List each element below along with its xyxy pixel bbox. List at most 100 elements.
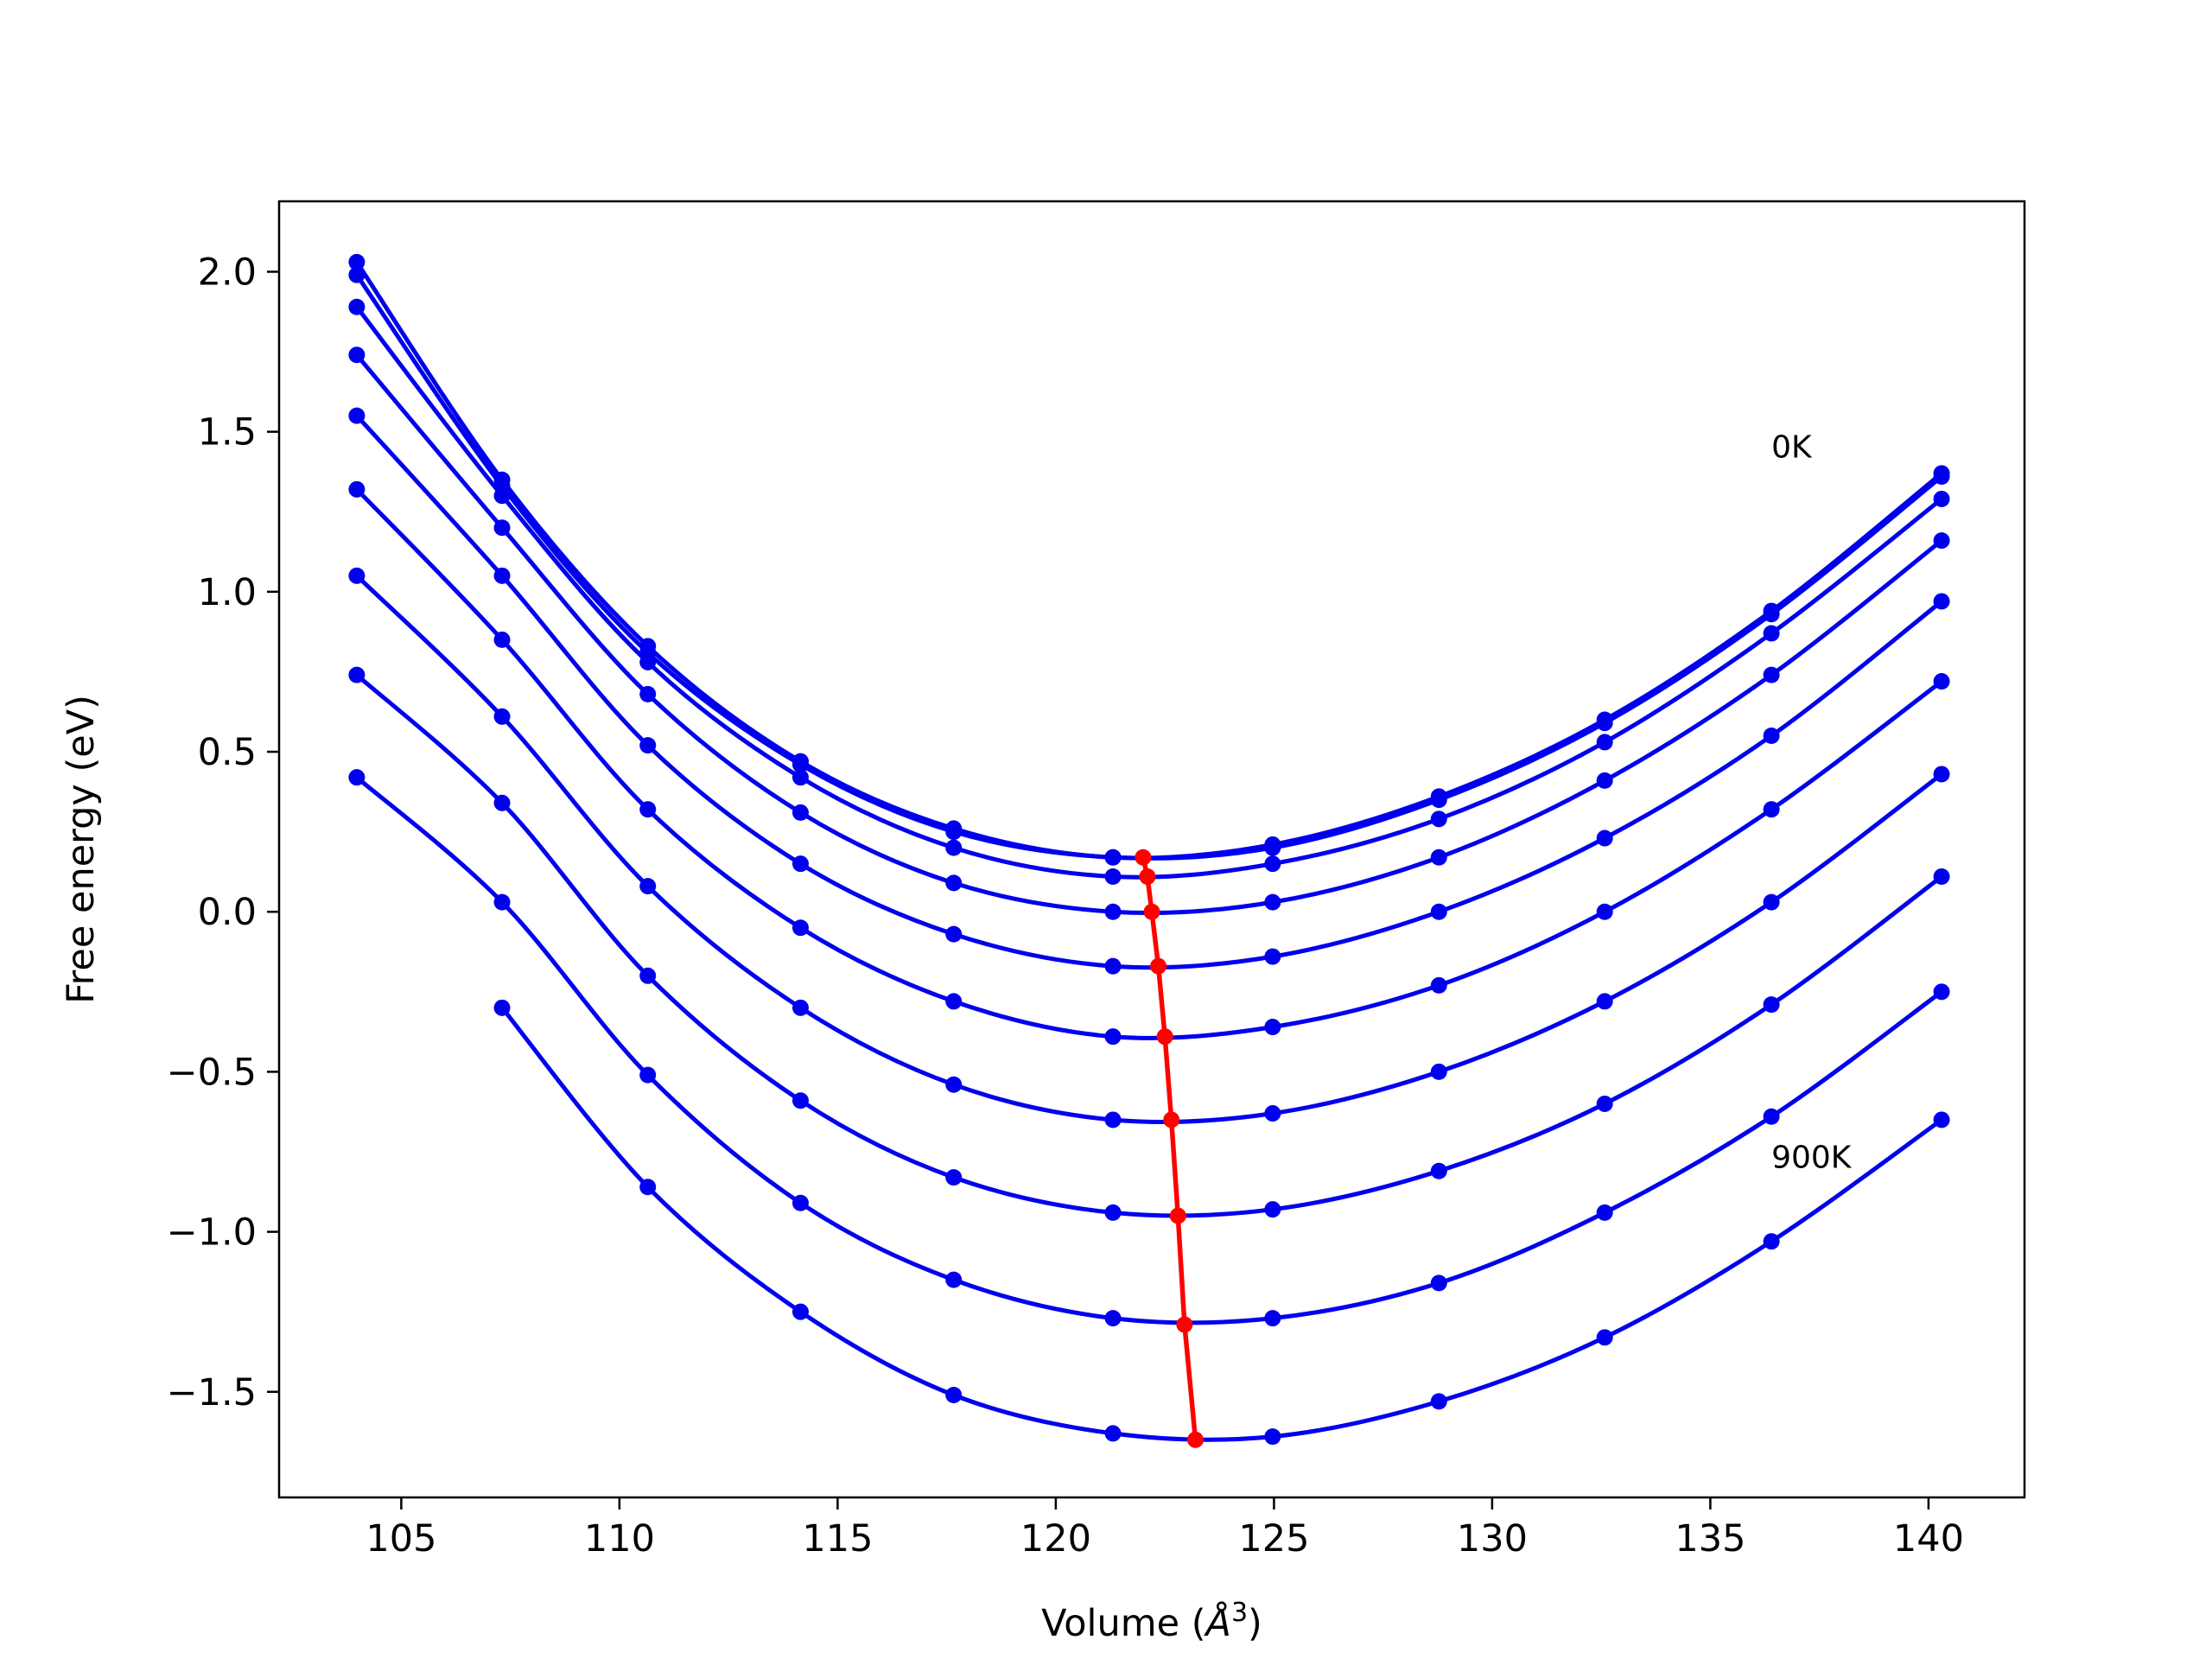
data-point [1933, 673, 1950, 690]
x-tick-label: 135 [1675, 1517, 1745, 1560]
data-point [493, 893, 511, 911]
data-point [639, 737, 657, 754]
data-point [493, 631, 511, 648]
data-point [1933, 1111, 1950, 1128]
data-point [1596, 1204, 1613, 1221]
axes-frame [277, 200, 2026, 1499]
x-tick-label: 110 [584, 1517, 655, 1560]
data-point [1933, 468, 1950, 486]
y-tick-label: 2.0 [198, 251, 257, 294]
data-point [1104, 849, 1122, 866]
data-point [1596, 1095, 1613, 1112]
data-point [791, 1194, 809, 1211]
y-tick-label: −0.5 [167, 1051, 257, 1094]
x-tick-label: 130 [1457, 1517, 1528, 1560]
data-point [945, 1076, 963, 1093]
data-point [348, 253, 365, 270]
x-tick-label: 140 [1893, 1517, 1964, 1560]
data-point [639, 653, 657, 671]
data-point [1763, 666, 1780, 683]
data-point [1596, 734, 1613, 751]
y-tick-label: −1.0 [167, 1211, 257, 1255]
data-point [1264, 1019, 1281, 1036]
data-point [348, 266, 365, 283]
data-point [945, 993, 963, 1010]
data-point [1933, 766, 1950, 783]
data-point [945, 1271, 963, 1288]
tick-marks [267, 270, 1930, 1510]
data-point [493, 487, 511, 505]
data-point [1264, 1201, 1281, 1218]
data-point [493, 519, 511, 537]
data-point [1763, 606, 1780, 623]
data-point [945, 823, 963, 841]
data-point [1430, 1393, 1447, 1410]
data-point [1264, 893, 1281, 911]
data-point [1264, 855, 1281, 873]
data-point [1430, 903, 1447, 920]
minimum-point [1143, 903, 1160, 920]
plot-area [348, 253, 1950, 1448]
data-point [493, 794, 511, 811]
data-point [1763, 1233, 1780, 1250]
data-point [639, 878, 657, 895]
data-point [348, 346, 365, 364]
data-point [1104, 903, 1122, 920]
data-point [1264, 839, 1281, 856]
data-point [348, 298, 365, 315]
data-point [639, 1179, 657, 1196]
y-tick-label: 0.5 [198, 731, 257, 774]
data-point [1596, 715, 1613, 732]
data-point [1763, 996, 1780, 1014]
data-point [348, 666, 365, 683]
data-point [1104, 1310, 1122, 1327]
temperature-annotation: 0K [1771, 429, 1813, 465]
data-point [1596, 1329, 1613, 1346]
x-tick-label: 115 [802, 1517, 873, 1560]
data-point [1104, 868, 1122, 885]
data-point [1763, 728, 1780, 745]
x-tick-label: 120 [1020, 1517, 1091, 1560]
data-point [1933, 983, 1950, 1001]
data-point [945, 925, 963, 943]
data-point [493, 999, 511, 1016]
data-point [1104, 1028, 1122, 1046]
data-point [493, 567, 511, 584]
minimum-point [1169, 1207, 1186, 1224]
minimum-point [1163, 1111, 1180, 1128]
data-point [1264, 948, 1281, 965]
data-point [1596, 903, 1613, 920]
data-point [1763, 1108, 1780, 1125]
series-line [500, 1006, 1943, 1442]
data-point [1933, 593, 1950, 610]
data-point [348, 567, 365, 584]
data-point [1596, 830, 1613, 847]
data-point [1430, 791, 1447, 809]
data-point [945, 839, 963, 856]
data-point [791, 1092, 809, 1109]
temperature-annotation: 900K [1771, 1141, 1853, 1176]
x-tick-label: 125 [1238, 1517, 1309, 1560]
data-point [1430, 1274, 1447, 1292]
minimum-point [1139, 868, 1156, 885]
minimum-point [1150, 957, 1167, 975]
data-point [791, 999, 809, 1016]
data-point [1933, 532, 1950, 550]
data-point [1763, 893, 1780, 911]
data-point [1430, 1063, 1447, 1080]
minimum-point [1187, 1431, 1204, 1448]
annotations: 0K 900K [1771, 429, 1853, 1175]
data-point [1596, 772, 1613, 789]
data-point [945, 1386, 963, 1403]
data-point [1933, 868, 1950, 885]
data-point [1763, 801, 1780, 818]
data-point [791, 756, 809, 773]
data-point [1104, 1204, 1122, 1221]
data-point [1104, 1425, 1122, 1442]
data-point [1104, 1111, 1122, 1128]
data-point [791, 919, 809, 937]
data-point [1596, 993, 1613, 1010]
x-tick-label: 105 [365, 1517, 436, 1560]
data-point [945, 874, 963, 892]
